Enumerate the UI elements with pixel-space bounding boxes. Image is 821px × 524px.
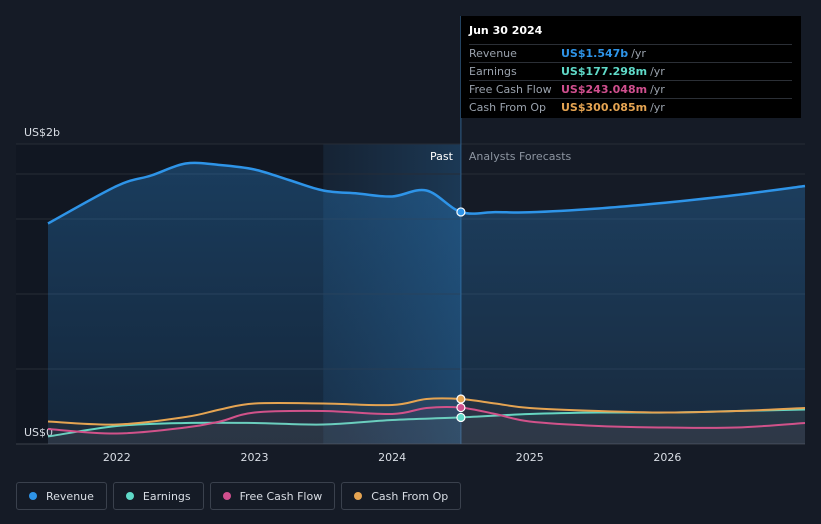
legend-label: Cash From Op — [371, 489, 449, 503]
tooltip-unit: /yr — [650, 65, 665, 78]
forecast-label: Analysts Forecasts — [469, 150, 572, 163]
legend-item-free-cash-flow[interactable]: Free Cash Flow — [209, 482, 336, 510]
series-area-revenue — [48, 162, 805, 445]
x-tick-label: 2026 — [653, 451, 681, 464]
series-line-revenue — [47, 161, 806, 225]
series-line-cash-from-op — [47, 397, 806, 426]
legend-dot-icon — [29, 492, 37, 500]
legend-dot-icon — [222, 492, 231, 500]
past-label: Past — [430, 150, 454, 163]
x-tick-label: 2025 — [516, 451, 544, 464]
x-tick-label: 2022 — [103, 451, 131, 464]
legend-item-earnings[interactable]: Earnings — [112, 482, 204, 510]
tooltip-label: Earnings — [469, 65, 517, 78]
series-area-cash-from-op — [48, 398, 805, 444]
tooltip-row-cash-from-op: Cash From Op US$300.085m /yr — [469, 98, 792, 116]
tooltip-date: Jun 30 2024 — [469, 24, 543, 37]
x-tick-label: 2024 — [378, 451, 406, 464]
tooltip-unit: /yr — [650, 83, 665, 96]
tooltip-row-earnings: Earnings US$177.298m /yr — [469, 62, 792, 80]
tooltip-value: US$300.085m — [561, 101, 648, 114]
marker-revenue — [456, 207, 466, 217]
marker-free-cash-flow — [456, 402, 466, 413]
tooltip-label: Cash From Op — [469, 101, 547, 114]
legend-label: Revenue — [46, 489, 94, 503]
tooltip-label: Revenue — [469, 47, 517, 60]
tooltip-value: US$177.298m — [561, 65, 648, 78]
tooltip: Jun 30 2024 Revenue US$1.547b /yr Earnin… — [461, 16, 801, 118]
marker-cash-from-op — [456, 394, 466, 404]
tooltip-value: US$1.547b — [561, 47, 629, 60]
marker-earnings — [456, 412, 466, 423]
series-line-free-cash-flow — [47, 405, 806, 435]
y-tick-label-bottom: US$0 — [24, 426, 53, 439]
tooltip-label: Free Cash Flow — [469, 83, 552, 96]
series-area-earnings — [48, 409, 805, 444]
x-tick-label: 2023 — [240, 451, 268, 464]
legend-item-cash-from-op[interactable]: Cash From Op — [341, 482, 462, 510]
legend-label: Earnings — [142, 489, 191, 503]
tooltip-row-free-cash-flow: Free Cash Flow US$243.048m /yr — [469, 80, 792, 98]
legend-item-revenue[interactable]: Revenue — [16, 482, 107, 510]
legend-dot-icon — [125, 492, 134, 500]
legend-label: Free Cash Flow — [239, 489, 323, 503]
y-tick-label-top: US$2b — [24, 126, 60, 139]
tooltip-value: US$243.048m — [561, 83, 648, 96]
legend-dot-icon — [354, 492, 363, 500]
legend: Revenue Earnings Free Cash Flow Cash Fro… — [16, 482, 462, 510]
tooltip-unit: /yr — [631, 47, 646, 60]
tooltip-row-revenue: Revenue US$1.547b /yr — [469, 44, 792, 62]
tooltip-unit: /yr — [650, 101, 665, 114]
